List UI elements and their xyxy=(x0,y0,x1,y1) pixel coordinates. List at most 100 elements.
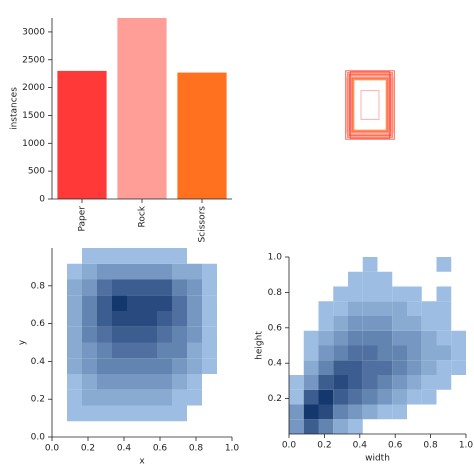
hist-cell xyxy=(172,311,187,327)
hist-cell xyxy=(377,345,393,361)
hist-cell xyxy=(142,248,157,264)
hist-cell xyxy=(172,389,187,406)
hist-cell xyxy=(289,389,304,405)
label-box xyxy=(349,74,391,136)
hist-cell xyxy=(97,389,112,406)
y-tick-label: 0.6 xyxy=(31,319,46,329)
hist-cell xyxy=(348,345,363,361)
y-tick-label: 3000 xyxy=(22,27,45,37)
hist-cell xyxy=(127,248,142,264)
hist-cell xyxy=(392,360,407,375)
hist-cell xyxy=(392,404,407,420)
hist-cell xyxy=(289,375,304,390)
hist-cell xyxy=(172,358,187,374)
hist-cell xyxy=(362,257,378,272)
x-tick-label: 0.6 xyxy=(153,444,168,454)
hist-cell xyxy=(112,358,127,374)
hist-cell xyxy=(377,316,393,331)
hist-cell xyxy=(348,419,363,434)
hist-cell xyxy=(82,374,97,390)
hist-cell xyxy=(348,301,363,316)
hist-cell xyxy=(318,301,334,316)
hist-cell xyxy=(348,330,363,346)
hist-cell xyxy=(421,389,437,405)
hist-cell xyxy=(451,360,466,375)
hist-cell xyxy=(142,295,157,311)
hist-cell xyxy=(157,358,172,374)
hist-cell xyxy=(348,360,363,375)
hist-cell xyxy=(157,248,172,264)
hist-cell xyxy=(127,295,142,311)
hist-cell xyxy=(436,345,452,361)
hist-cell xyxy=(142,358,157,374)
hist-cell xyxy=(303,389,319,405)
hist-cell xyxy=(436,301,452,316)
hist-cell xyxy=(392,345,407,361)
hist-cell xyxy=(289,419,304,434)
x-tick-label: 0.6 xyxy=(388,441,403,451)
hist-cell xyxy=(421,330,437,346)
hist-cell xyxy=(187,326,202,343)
hist-cell xyxy=(421,345,437,361)
hist-cell xyxy=(142,279,157,296)
y-tick-label: 0.6 xyxy=(268,323,283,333)
hist-cell xyxy=(362,330,378,346)
label-box xyxy=(349,71,391,139)
hist-cell xyxy=(202,342,217,359)
hist-cell xyxy=(289,404,304,420)
hist-cell xyxy=(67,263,82,280)
hist-cell xyxy=(157,374,172,390)
hist-cell xyxy=(112,311,127,327)
hist-cell xyxy=(187,358,202,374)
hist-cell xyxy=(157,326,172,343)
hist-cell xyxy=(187,295,202,311)
hist-cell xyxy=(377,389,393,405)
y-axis-label: y xyxy=(18,339,28,345)
hist-cell xyxy=(112,405,127,422)
hist-cell xyxy=(142,342,157,359)
hist-cell xyxy=(407,330,422,346)
x-tick-label: 0.8 xyxy=(189,444,204,454)
hist-cell xyxy=(318,360,334,375)
hist-cell xyxy=(348,404,363,420)
hist-cell xyxy=(303,345,319,361)
hist-cell xyxy=(112,248,127,264)
y-tick-label: 0.2 xyxy=(31,395,45,405)
hist-cell xyxy=(187,342,202,359)
y-tick-label: 1000 xyxy=(22,139,45,149)
hist-cell xyxy=(157,311,172,327)
hist-cell xyxy=(202,279,217,296)
hist-cell xyxy=(421,316,437,331)
hist-cell xyxy=(172,326,187,343)
hist-cell xyxy=(97,405,112,422)
label-box xyxy=(345,70,395,140)
hist-cell xyxy=(377,330,393,346)
hist-cell xyxy=(67,374,82,390)
hist-cell xyxy=(377,271,393,287)
y-tick-label: 0.4 xyxy=(31,357,46,367)
hist-cell xyxy=(82,389,97,406)
hist-cell xyxy=(97,358,112,374)
x-tick-label: 0.2 xyxy=(317,441,331,451)
hist-cell xyxy=(187,374,202,390)
hist-cell xyxy=(303,330,319,346)
hist-cell xyxy=(318,404,334,420)
x-tick-label: Rock xyxy=(138,205,148,227)
hist-cell xyxy=(172,295,187,311)
hist-cell xyxy=(187,279,202,296)
hist-cell xyxy=(67,389,82,406)
hist-cell xyxy=(142,389,157,406)
hist-cell xyxy=(142,311,157,327)
x-axis-label: x xyxy=(139,457,145,467)
hist-cell xyxy=(127,326,142,343)
bar xyxy=(177,72,227,199)
y-tick-label: 500 xyxy=(28,167,45,177)
hist-cell xyxy=(333,375,348,390)
hist-cell xyxy=(362,360,378,375)
hist-cell xyxy=(142,405,157,422)
hist-cell xyxy=(82,358,97,374)
x-tick-label: Scissors xyxy=(198,206,208,243)
label-box xyxy=(348,73,392,137)
y-tick-label: 0.8 xyxy=(268,288,283,298)
hist-cell xyxy=(333,345,348,361)
